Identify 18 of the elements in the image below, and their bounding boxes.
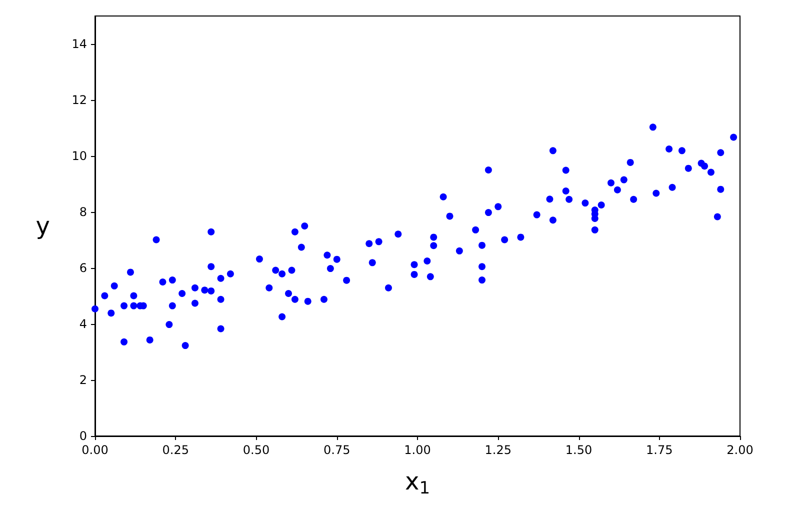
x-tick-label: 0.25	[162, 443, 189, 457]
y-axis-title: y	[36, 212, 50, 240]
x-tick-label: 0.00	[82, 443, 108, 457]
x-tick-label: 1.50	[565, 443, 592, 457]
y-tick-label: 14	[72, 37, 87, 51]
x-tick-label: 1.75	[646, 443, 673, 457]
x-tick-label: 0.50	[242, 443, 270, 457]
y-tick-label: 0	[79, 429, 87, 443]
y-tick-label: 4	[79, 317, 87, 331]
y-tick-label: 8	[79, 205, 87, 219]
y-tick-label: 12	[72, 93, 87, 107]
y-tick-label: 6	[79, 261, 87, 275]
y-tick-label: 2	[79, 373, 87, 387]
x-tick-label: 1.00	[404, 443, 431, 457]
x-tick-label: 1.25	[484, 443, 512, 457]
x-tick-label: 2.00	[726, 443, 754, 457]
x-tick-label: 0.75	[324, 443, 350, 457]
y-tick-label: 10	[72, 149, 87, 163]
